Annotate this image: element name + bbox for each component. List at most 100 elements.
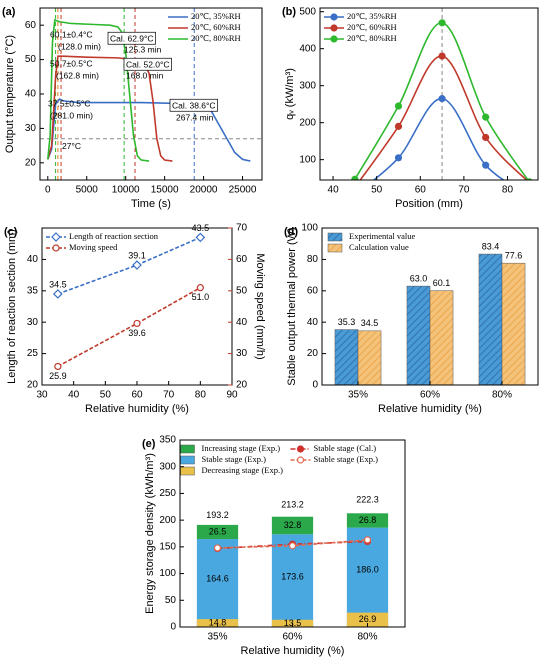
- x-tick-label: 50: [100, 390, 112, 401]
- marker: [438, 19, 446, 27]
- y2-tick-label: 30: [236, 348, 248, 359]
- marker: [351, 175, 359, 180]
- y-tick-label: 250: [159, 488, 176, 499]
- legend-label: 20℃, 35%RH: [191, 11, 241, 21]
- marker: [133, 319, 141, 328]
- x-tick-label: 70: [163, 390, 175, 401]
- marker: [54, 362, 62, 371]
- panel-label: (e): [142, 438, 156, 450]
- x-tick-label: 60%: [282, 632, 302, 643]
- y-tick-label: 100: [159, 568, 176, 579]
- y2-tick-label: 40: [236, 317, 248, 328]
- x-tick-label: 25000: [229, 185, 257, 196]
- segment-label: 14.8: [209, 617, 227, 627]
- y-axis-label: qᵥ (kW/m³): [284, 68, 296, 120]
- y-tick-label: 350: [159, 435, 176, 446]
- legend-swatch: [180, 466, 195, 476]
- marker: [438, 52, 446, 60]
- data-label: 39.6: [128, 328, 146, 338]
- reference-label: 27°C: [62, 141, 81, 151]
- y-tick-label: 60: [307, 285, 319, 296]
- x-tick-label: 35%: [207, 632, 227, 643]
- panel-label: (d): [284, 226, 298, 238]
- y2-tick-label: 60: [236, 254, 248, 265]
- x-tick-label: 70: [458, 185, 470, 196]
- y-tick-label: 30: [27, 317, 39, 328]
- y-tick-label: 50: [25, 54, 37, 65]
- x-tick-label: 40: [68, 390, 80, 401]
- data-label: 34.5: [49, 279, 67, 289]
- x-tick-label: 10000: [112, 185, 140, 196]
- marker: [195, 232, 206, 243]
- legend-label: Moving speed: [69, 242, 118, 252]
- x-tick-label: 40: [328, 185, 340, 196]
- data-label: 51.0: [192, 292, 210, 302]
- x-axis-label: Relative humidity (%): [85, 403, 189, 415]
- annotation: 267.4 min: [176, 112, 214, 122]
- legend-label: 20℃, 60%RH: [347, 22, 397, 32]
- y-tick-label: 20: [307, 348, 319, 359]
- data-label: 39.1: [128, 250, 146, 260]
- marker: [330, 13, 338, 21]
- annotation: (162.8 min): [56, 70, 99, 80]
- y-tick-label: 20: [27, 380, 39, 391]
- plot-area: [40, 8, 262, 180]
- x-tick-label: 60%: [420, 390, 440, 401]
- marker: [52, 244, 60, 252]
- marker: [288, 542, 297, 550]
- bar-segment: [271, 516, 314, 535]
- bar: [501, 262, 526, 386]
- x-tick-label: 90: [226, 390, 238, 401]
- x-tick-label: 60: [131, 390, 143, 401]
- y2-tick-label: 20: [236, 380, 248, 391]
- x-tick-label: 20000: [190, 185, 218, 196]
- marker: [394, 122, 403, 130]
- total-label: 222.3: [356, 495, 379, 505]
- legend-label: Stable stage (Exp.): [314, 454, 379, 464]
- segment-label: 26.5: [209, 526, 227, 536]
- bar-segment: [271, 534, 314, 627]
- annotation: 168.0 min: [126, 70, 164, 80]
- plot-frame: [319, 7, 539, 181]
- marker: [296, 456, 305, 464]
- y-tick-label: 40: [25, 89, 37, 100]
- y-tick-label: 35: [27, 285, 39, 296]
- x-tick-label: 50: [371, 185, 383, 196]
- x-axis-label: Time (s): [131, 198, 171, 210]
- marker: [51, 232, 61, 242]
- x-tick-label: 80%: [357, 632, 377, 643]
- y-tick-label: 0: [312, 380, 318, 391]
- legend-label: 20℃, 80%RH: [347, 33, 397, 43]
- y2-tick-label: 50: [236, 285, 248, 296]
- y-tick-label: 20: [25, 157, 37, 168]
- y-tick-label: 80: [307, 254, 319, 265]
- x-tick-label: 0: [45, 185, 51, 196]
- annotation: (281.0 min): [50, 110, 93, 120]
- legend-label: 20℃, 35%RH: [347, 11, 397, 21]
- marker: [363, 536, 372, 544]
- bar: [478, 253, 503, 386]
- marker: [394, 154, 403, 162]
- marker: [330, 35, 338, 43]
- marker: [330, 24, 338, 32]
- y-axis-label: Output temperature (°C): [4, 35, 16, 153]
- x-axis-label: Relative humidity (%): [378, 403, 482, 415]
- segment-label: 32.8: [284, 520, 302, 530]
- legend-swatch: [327, 243, 343, 253]
- x-tick-label: 5000: [76, 185, 99, 196]
- legend-label: 20℃, 60%RH: [191, 22, 241, 32]
- y-axis-label: Length of reaction section (mm): [6, 229, 18, 384]
- segment-label: 26.9: [359, 614, 377, 624]
- bar-segment: [196, 539, 239, 627]
- y-tick-label: 300: [159, 461, 176, 472]
- marker: [196, 284, 204, 292]
- x-tick-label: 80%: [492, 390, 512, 401]
- data-label: 35.3: [338, 317, 356, 327]
- y-tick-label: 150: [159, 541, 176, 552]
- y-tick-label: 40: [27, 254, 39, 265]
- annotation: Cal. 38.6°C: [172, 100, 216, 110]
- legend-swatch: [327, 232, 343, 242]
- x-tick-label: 60: [415, 185, 427, 196]
- legend-label: Length of reaction section: [69, 231, 159, 241]
